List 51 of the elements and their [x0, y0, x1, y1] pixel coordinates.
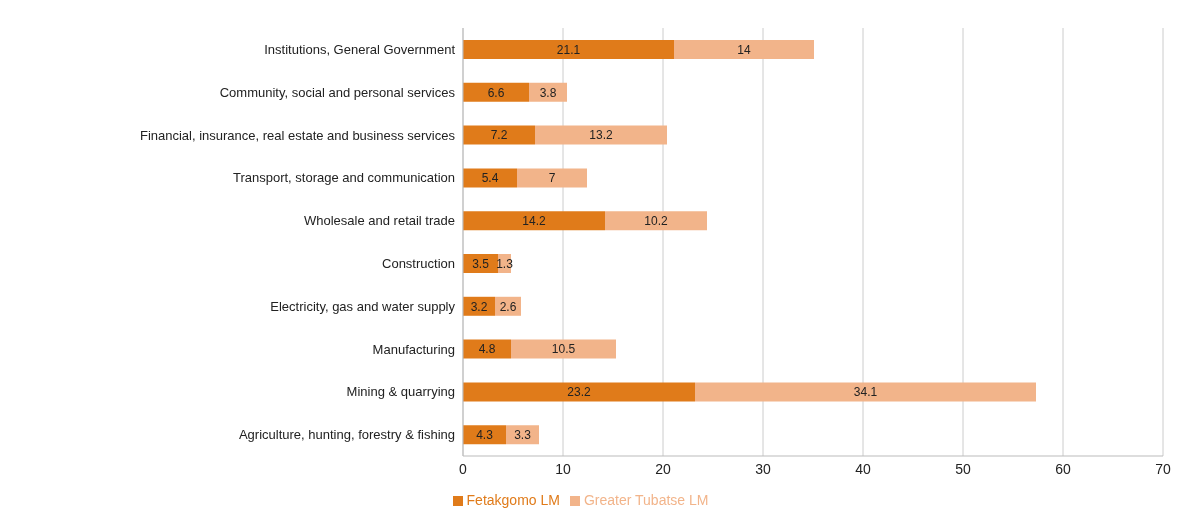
x-tick-label: 40	[855, 460, 871, 477]
bar	[695, 382, 1036, 402]
bar	[511, 339, 616, 359]
data-label: 6.6	[487, 85, 505, 100]
legend-label: Greater Tubatse LM	[583, 492, 709, 508]
x-tick-label: 60	[1055, 460, 1071, 477]
y-tick-label: Construction	[382, 256, 455, 272]
data-label: 13.2	[589, 128, 613, 143]
y-tick-label: Institutions, General Government	[264, 42, 456, 58]
data-label: 7	[548, 171, 556, 186]
bar	[535, 125, 667, 145]
data-label: 2.6	[499, 299, 517, 314]
data-label: 14.2	[522, 213, 546, 228]
data-label: 21.1	[556, 42, 581, 57]
y-tick-label: Financial, insurance, real estate and business services	[139, 127, 456, 143]
y-tick-label: Manufacturing	[372, 341, 455, 357]
x-tick-label: 20	[655, 460, 671, 477]
bar	[463, 382, 695, 402]
bar	[463, 82, 529, 102]
data-label: 7.2	[490, 128, 508, 143]
data-label: 4.3	[476, 427, 494, 442]
y-tick-label: Electricity, gas and water supply	[270, 298, 456, 314]
data-label: 5.4	[481, 171, 499, 186]
bar	[605, 211, 707, 231]
bar	[517, 168, 587, 188]
bar	[463, 39, 674, 59]
data-label: 3.3	[514, 427, 532, 442]
bar	[463, 125, 535, 145]
data-label: 14	[737, 42, 751, 57]
data-label: 3.8	[539, 85, 557, 100]
y-tick-label: Transport, storage and communication	[232, 170, 455, 186]
bar	[463, 211, 605, 231]
bar	[674, 39, 814, 59]
x-tick-label: 30	[755, 460, 771, 477]
data-label: 3.5	[472, 256, 490, 271]
data-label: 10.5	[551, 342, 576, 357]
data-label: 34.1	[853, 385, 878, 400]
data-label: 23.2	[567, 385, 591, 400]
data-label: 3.2	[470, 299, 488, 314]
legend-label: Fetakgomo LM	[466, 492, 560, 508]
y-tick-label: Mining & quarrying	[346, 384, 455, 400]
y-tick-label: Wholesale and retail trade	[303, 213, 455, 229]
data-label: 10.2	[644, 213, 668, 228]
x-tick-label: 50	[955, 460, 971, 477]
y-tick-label: Agriculture, hunting, forestry & fishing	[238, 427, 455, 443]
x-tick-label: 10	[555, 460, 571, 477]
y-tick-label: Community, social and personal services	[219, 84, 456, 100]
bar	[463, 168, 517, 188]
x-tick-label: 70	[1155, 460, 1171, 477]
data-label: 4.8	[478, 342, 496, 357]
x-tick-label: 0	[459, 460, 468, 477]
